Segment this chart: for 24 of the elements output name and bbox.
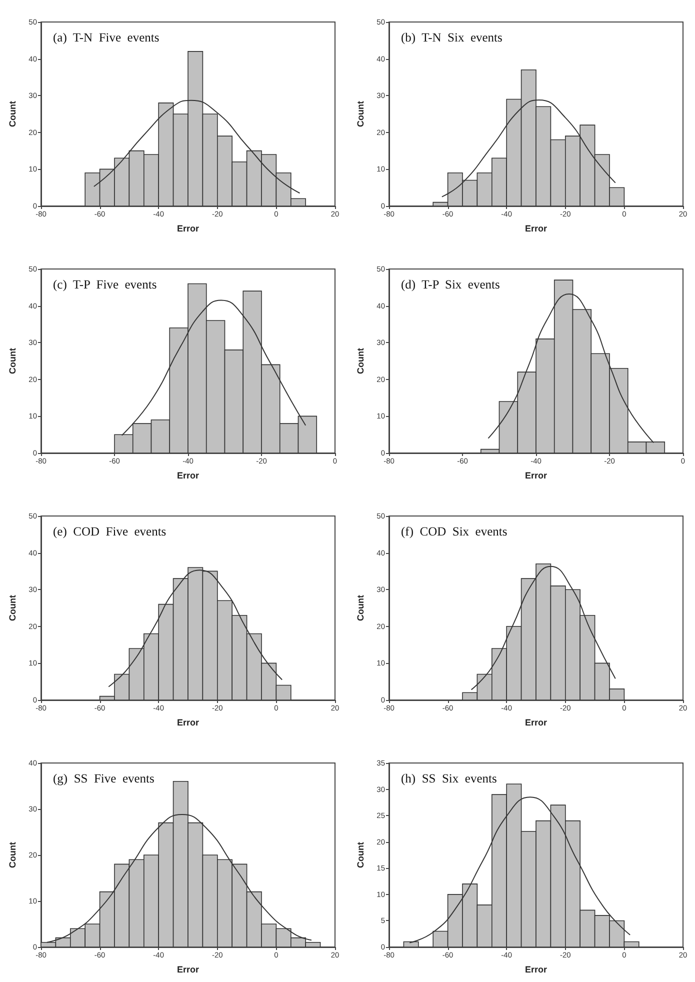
y-axis-title: Count (8, 101, 18, 127)
y-axis-title: Count (356, 348, 366, 374)
x-axis-title: Error (176, 224, 200, 234)
y-axis-title: Count (8, 842, 18, 868)
text: (a) T-N Five events (53, 30, 160, 44)
text: (e) COD Five events (53, 524, 166, 538)
y-axis-title: Count (8, 348, 18, 374)
x-axis-title: Error (524, 224, 548, 234)
x-axis-title: Error (176, 470, 200, 480)
text: (g) SS Five events (53, 772, 155, 786)
text: (c) T-P Five events (53, 278, 157, 292)
text: (d) T-P Six events (401, 278, 500, 292)
x-axis-title: Error (176, 718, 200, 728)
y-axis-title: Count (8, 595, 18, 621)
text: (f) COD Six events (401, 524, 508, 538)
y-axis-title: Count (356, 842, 366, 868)
y-axis-title: Count (356, 101, 366, 127)
x-axis-title: Error (524, 964, 548, 974)
y-axis-title: Count (356, 595, 366, 621)
text: (b) T-N Six events (401, 30, 503, 44)
x-axis-title: Error (176, 964, 200, 974)
text: (h) SS Six events (401, 772, 497, 786)
x-axis-title: Error (524, 470, 548, 480)
x-axis-title: Error (524, 718, 548, 728)
